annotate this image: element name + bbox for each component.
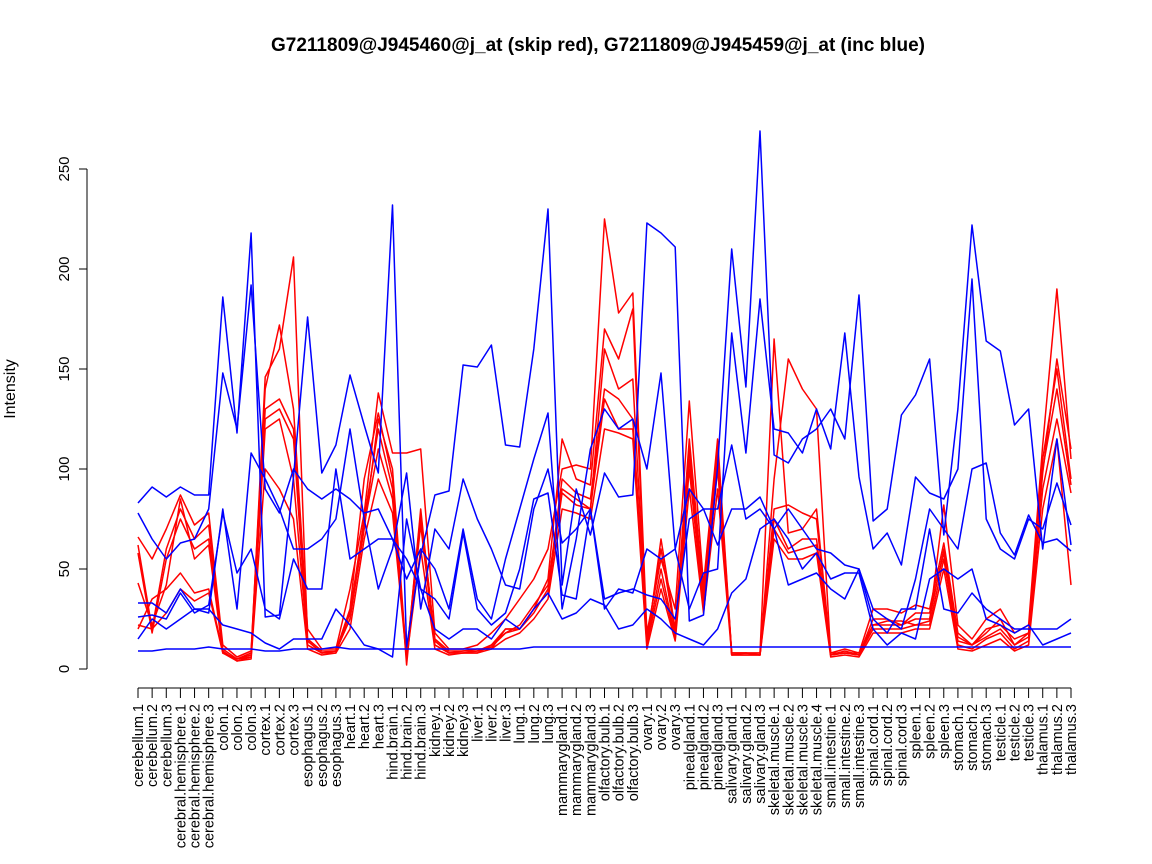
x-tick-label: ovary.2 <box>654 704 670 750</box>
x-tick-label: liver.3 <box>499 704 515 742</box>
x-tick-label: testicle.2 <box>1007 704 1023 761</box>
y-tick-label: 50 <box>56 561 73 578</box>
x-tick-label: liver.1 <box>470 704 486 742</box>
x-tick-label: colon.2 <box>230 704 246 751</box>
x-tick-label: cerebellum.3 <box>159 704 175 787</box>
x-tick-label: pinealgland.2 <box>696 704 712 790</box>
x-tick-label: pinealgland.3 <box>711 704 727 790</box>
x-tick-label: stomach.1 <box>951 704 967 771</box>
x-tick-label: cerebral.hemisphere.3 <box>202 704 218 848</box>
y-axis-label: Intensity <box>2 359 19 419</box>
x-tick-label: thalamus.2 <box>1050 704 1066 775</box>
x-tick-label: spleen.2 <box>923 704 939 759</box>
x-tick-label: hind.brain.2 <box>400 704 416 780</box>
series-line-inc-blue-5 <box>137 518 1072 658</box>
x-tick-label: small.intestine.3 <box>852 704 868 808</box>
y-tick-label: 250 <box>56 156 73 181</box>
series-line-skip-red-1 <box>137 218 1072 658</box>
x-tick-label: hind.brain.1 <box>385 704 401 780</box>
x-tick-label: salivary.gland.3 <box>753 704 769 804</box>
x-tick-label: cerebral.hemisphere.1 <box>173 704 189 848</box>
x-tick-label: spleen.3 <box>937 704 953 759</box>
x-tick-label: thalamus.1 <box>1036 704 1052 775</box>
x-tick-label: hind.brain.3 <box>414 704 430 780</box>
x-tick-label: mammarygland.1 <box>555 704 571 816</box>
x-tick-label: ovary.3 <box>668 704 684 750</box>
y-tick-label: 200 <box>56 256 73 281</box>
x-axis: cerebellum.1cerebellum.2cerebellum.3cere… <box>131 687 1080 848</box>
y-tick-label: 100 <box>56 456 73 481</box>
y-tick-label: 150 <box>56 356 73 381</box>
y-tick-label: 0 <box>56 665 73 673</box>
x-tick-label: olfactory.bulb.1 <box>598 704 614 801</box>
x-tick-label: small.intestine.1 <box>824 704 840 808</box>
x-tick-label: salivary.gland.2 <box>739 704 755 804</box>
x-tick-label: skeletal.muscle.2 <box>781 704 797 815</box>
x-tick-label: lung.3 <box>541 704 557 744</box>
x-tick-label: spinal.cord.3 <box>894 704 910 786</box>
series-line-skip-red-6 <box>137 428 1072 662</box>
chart-title: G7211809@J945460@j_at (skip red), G72118… <box>271 35 925 56</box>
series-line-inc-blue-1 <box>137 130 1072 648</box>
x-tick-label: colon.3 <box>244 704 260 751</box>
x-tick-label: ovary.1 <box>640 704 656 750</box>
x-tick-label: mammarygland.3 <box>583 704 599 816</box>
series-line-inc-blue-2 <box>137 278 1072 620</box>
x-tick-label: thalamus.3 <box>1064 704 1080 775</box>
x-tick-label: cortex.3 <box>287 704 303 756</box>
x-tick-label: cortex.1 <box>258 704 274 756</box>
x-tick-label: stomach.2 <box>965 704 981 771</box>
x-tick-label: esophagus.2 <box>315 704 331 787</box>
x-tick-label: skeletal.muscle.1 <box>767 704 783 815</box>
x-tick-label: lung.1 <box>513 704 529 744</box>
x-tick-label: cerebellum.1 <box>131 704 147 787</box>
series-line-skip-red-4 <box>137 388 1072 660</box>
x-tick-label: spinal.cord.1 <box>866 704 882 786</box>
x-tick-label: skeletal.muscle.4 <box>810 704 826 815</box>
x-tick-label: colon.1 <box>216 704 232 751</box>
x-tick-label: kidney.3 <box>456 704 472 757</box>
x-tick-label: mammarygland.2 <box>569 704 585 816</box>
x-tick-label: cortex.2 <box>272 704 288 756</box>
x-tick-label: cerebral.hemisphere.2 <box>188 704 204 848</box>
series-line-inc-blue-4 <box>137 468 1072 634</box>
x-tick-label: kidney.2 <box>442 704 458 757</box>
x-tick-label: testicle.3 <box>1022 704 1038 761</box>
x-tick-label: esophagus.1 <box>301 704 317 787</box>
x-tick-label: liver.2 <box>484 704 500 742</box>
series-line-inc-blue-6 <box>138 646 1071 652</box>
x-tick-label: skeletal.muscle.3 <box>795 704 811 815</box>
x-tick-label: small.intestine.2 <box>838 704 854 808</box>
x-tick-label: testicle.1 <box>993 704 1009 761</box>
x-tick-label: spinal.cord.2 <box>880 704 896 786</box>
series-line-skip-red-3 <box>137 348 1072 660</box>
x-tick-label: lung.2 <box>527 704 543 744</box>
x-tick-label: heart.2 <box>357 704 373 749</box>
x-tick-label: pinealgland.1 <box>682 704 698 790</box>
x-tick-label: spleen.1 <box>909 704 925 759</box>
x-tick-label: salivary.gland.1 <box>725 704 741 804</box>
x-tick-label: esophagus.3 <box>329 704 345 787</box>
x-tick-label: heart.3 <box>371 704 387 749</box>
x-tick-label: stomach.3 <box>979 704 995 771</box>
y-axis: 0 50 100 150 200 250 <box>56 156 88 673</box>
x-tick-label: kidney.1 <box>428 704 444 757</box>
x-tick-label: olfactory.bulb.2 <box>612 704 628 801</box>
series-group <box>137 130 1072 666</box>
x-tick-label: heart.1 <box>343 704 359 749</box>
x-tick-label: cerebellum.2 <box>145 704 161 787</box>
series-line-inc-blue-3 <box>138 428 1072 630</box>
x-tick-label: olfactory.bulb.3 <box>626 704 642 801</box>
